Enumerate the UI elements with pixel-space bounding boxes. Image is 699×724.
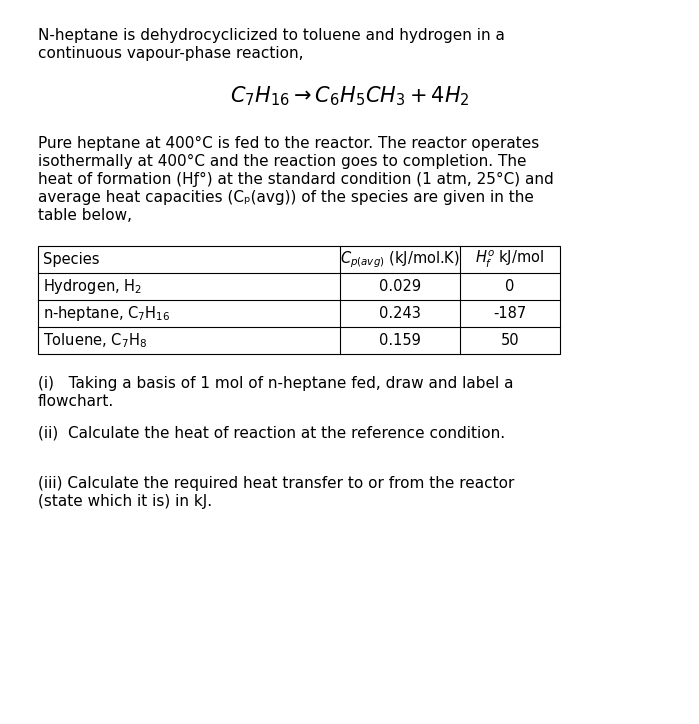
Text: average heat capacities (Cₚ(avg)) of the species are given in the: average heat capacities (Cₚ(avg)) of the… [38, 190, 534, 205]
Text: (iii) Calculate the required heat transfer to or from the reactor: (iii) Calculate the required heat transf… [38, 476, 514, 491]
Text: heat of formation (Hƒ°) at the standard condition (1 atm, 25°C) and: heat of formation (Hƒ°) at the standard … [38, 172, 554, 187]
Text: 0.159: 0.159 [379, 333, 421, 348]
Text: 50: 50 [500, 333, 519, 348]
Text: 0.029: 0.029 [379, 279, 421, 294]
Text: (i)   Taking a basis of 1 mol of n-heptane fed, draw and label a: (i) Taking a basis of 1 mol of n-heptane… [38, 376, 514, 391]
Text: $\mathbf{\mathit{C_7H_{16} \rightarrow C_6H_5CH_3 + 4H_2}}$: $\mathbf{\mathit{C_7H_{16} \rightarrow C… [230, 84, 469, 108]
Text: continuous vapour-phase reaction,: continuous vapour-phase reaction, [38, 46, 303, 61]
Text: 0: 0 [505, 279, 514, 294]
Text: Toluene, C$_7$H$_8$: Toluene, C$_7$H$_8$ [43, 331, 147, 350]
Text: flowchart.: flowchart. [38, 394, 114, 409]
Text: table below,: table below, [38, 208, 132, 223]
Text: $C_{p(avg)}$ (kJ/mol.K): $C_{p(avg)}$ (kJ/mol.K) [340, 249, 460, 270]
Text: Hydrogen, H$_2$: Hydrogen, H$_2$ [43, 277, 143, 296]
Text: n-heptane, C$_7$H$_{16}$: n-heptane, C$_7$H$_{16}$ [43, 304, 171, 323]
Text: (state which it is) in kJ.: (state which it is) in kJ. [38, 494, 212, 509]
Text: Species: Species [43, 252, 99, 267]
Text: -187: -187 [493, 306, 526, 321]
Text: N-heptane is dehydrocyclicized to toluene and hydrogen in a: N-heptane is dehydrocyclicized to toluen… [38, 28, 505, 43]
Text: Pure heptane at 400°C is fed to the reactor. The reactor operates: Pure heptane at 400°C is fed to the reac… [38, 136, 539, 151]
Text: $H_f^o$ kJ/mol: $H_f^o$ kJ/mol [475, 249, 545, 270]
Text: isothermally at 400°C and the reaction goes to completion. The: isothermally at 400°C and the reaction g… [38, 154, 526, 169]
Text: 0.243: 0.243 [379, 306, 421, 321]
Text: (ii)  Calculate the heat of reaction at the reference condition.: (ii) Calculate the heat of reaction at t… [38, 426, 505, 441]
Bar [38, 246, 560, 354]
